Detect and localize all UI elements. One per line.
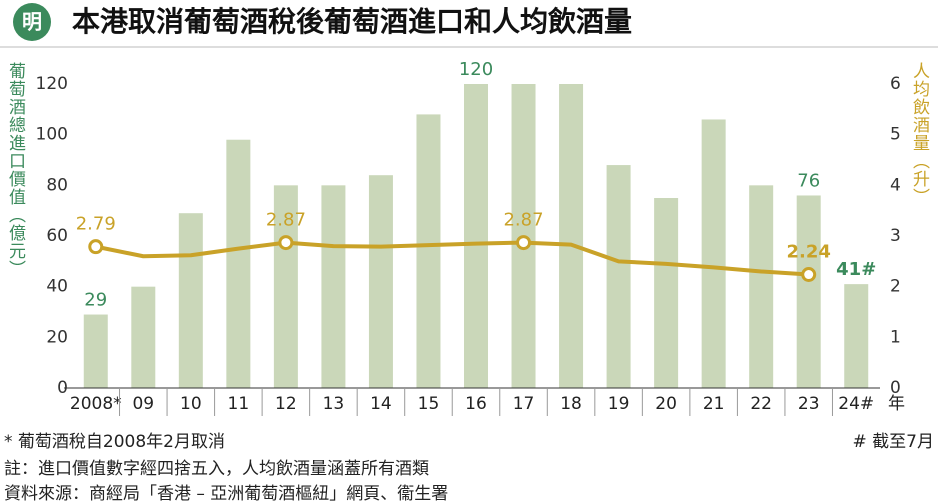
line-point <box>278 235 294 251</box>
line <box>95 240 809 277</box>
bar <box>416 114 441 389</box>
y2-tick-label: 6 <box>890 74 901 94</box>
x-tick-label: 18 <box>560 394 582 414</box>
x-tick-label: 16 <box>465 394 487 414</box>
y2-tick-label: 2 <box>890 277 901 297</box>
x-tick-label: 22 <box>750 394 772 414</box>
x-tick-label: 14 <box>370 394 392 414</box>
bar <box>178 213 203 388</box>
x-tick-label: 17 <box>513 394 535 414</box>
x-tick-label: 21 <box>703 394 725 414</box>
y-tick-label: 60 <box>46 226 68 246</box>
x-tick-label: 11 <box>228 394 250 414</box>
footnote: * 葡萄酒稅自2008年2月取消 <box>4 432 225 452</box>
y-tick-label: 120 <box>36 74 68 94</box>
bar <box>749 185 774 388</box>
x-tick-label: 20 <box>655 394 677 414</box>
x-tick-label: 09 <box>132 394 154 414</box>
line-point <box>516 235 532 251</box>
footnote: 註：進口價值數字經四捨五入，人均飲酒量涵蓋所有酒類 <box>4 459 429 479</box>
y-tick-label: 80 <box>46 175 68 195</box>
bar <box>273 185 298 388</box>
chart-title: 本港取消葡萄酒稅後葡萄酒進口和人均飲酒量 <box>72 5 632 38</box>
x-tick-label: 19 <box>608 394 630 414</box>
y-tick-label: 0 <box>57 378 68 398</box>
y-axis-label: 葡萄酒總進口價值（億元） <box>5 62 25 278</box>
logo: 明 <box>22 10 42 34</box>
bar <box>83 314 108 388</box>
bar-value-label: 29 <box>84 290 107 311</box>
y2-tick-label: 4 <box>890 175 901 195</box>
x-tick-label: 15 <box>418 394 440 414</box>
bar <box>796 195 821 388</box>
y-tick-label: 100 <box>36 125 68 145</box>
source: 資料來源：商經局「香港 – 亞洲葡萄酒樞紐」網頁、衞生署 <box>4 484 449 501</box>
line-value-label: 2.79 <box>76 214 116 235</box>
line-point <box>801 267 817 283</box>
bar <box>654 198 679 388</box>
line-point <box>88 239 104 255</box>
y2-axis-label: 人均飲酒量（升） <box>909 62 929 206</box>
bar <box>464 84 488 388</box>
x-axis-label: 年 <box>888 394 905 414</box>
bar-value-label: 120 <box>459 59 493 80</box>
bar <box>844 284 869 388</box>
bar <box>368 175 393 388</box>
line-value-label: 2.24 <box>786 242 830 263</box>
y-tick-label: 20 <box>46 327 68 347</box>
y2-tick-label: 5 <box>890 125 901 145</box>
y-tick-label: 40 <box>46 277 68 297</box>
line-value-label: 2.87 <box>503 210 543 231</box>
y2-tick-label: 1 <box>890 327 901 347</box>
y2-tick-label: 0 <box>890 378 901 398</box>
x-tick-label: 23 <box>798 394 820 414</box>
bar <box>606 165 631 388</box>
bar <box>321 185 346 388</box>
bar <box>701 119 726 388</box>
bar <box>226 139 251 388</box>
x-tick-label: 24# <box>838 394 874 414</box>
y2-tick-label: 3 <box>890 226 901 246</box>
x-tick-label: 13 <box>323 394 345 414</box>
x-tick-label: 2008* <box>70 394 122 414</box>
footnote: # 截至7月 <box>852 432 934 452</box>
x-tick-label: 10 <box>180 394 202 414</box>
bar-value-label: 41# <box>836 259 876 280</box>
bar <box>559 84 584 388</box>
bar <box>131 286 156 388</box>
x-tick-label: 12 <box>275 394 297 414</box>
bar-value-label: 76 <box>797 170 820 191</box>
line-value-label: 2.87 <box>266 210 306 231</box>
logo-badge <box>13 3 51 41</box>
